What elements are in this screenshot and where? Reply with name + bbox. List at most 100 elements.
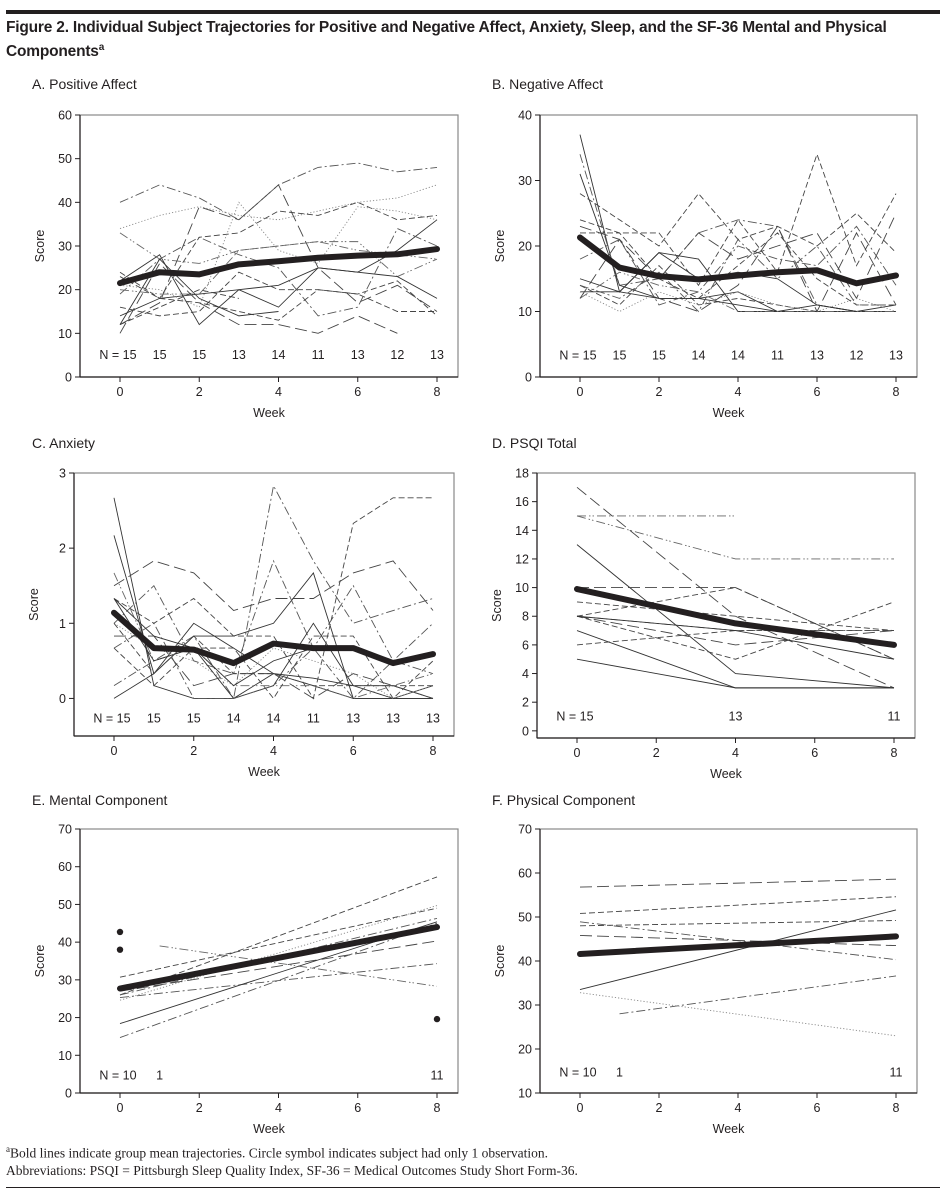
y-tick-label: 40 bbox=[58, 936, 72, 950]
x-tick-label: 6 bbox=[354, 1101, 361, 1115]
y-tick-label: 3 bbox=[59, 467, 66, 481]
n-count-label: 15 bbox=[613, 348, 627, 362]
n-count-label: N = 15 bbox=[556, 710, 593, 724]
x-tick-label: 8 bbox=[891, 746, 898, 760]
x-tick-label: 0 bbox=[117, 1101, 124, 1115]
subject-line bbox=[579, 213, 897, 300]
subject-line bbox=[119, 940, 438, 992]
y-tick-label: 30 bbox=[58, 973, 72, 987]
plot-frame bbox=[536, 472, 916, 739]
subject-line bbox=[113, 623, 433, 687]
subject-line bbox=[579, 909, 897, 991]
mean-trajectory-line bbox=[577, 234, 899, 287]
x-tick-label: 0 bbox=[574, 746, 581, 760]
y-tick-label: 50 bbox=[58, 152, 72, 166]
x-tick-label: 6 bbox=[350, 744, 357, 758]
y-tick-label: 2 bbox=[522, 696, 529, 710]
subject-line bbox=[579, 896, 897, 914]
x-tick-label: 4 bbox=[732, 746, 739, 760]
panel-d-plot: 0 2 4 6 8 10 12 14 16 18 0 2 4 6 8 Week Score N = 15 13 11 bbox=[490, 467, 916, 781]
y-tick-label: 40 bbox=[518, 109, 532, 123]
y-tick-label: 0 bbox=[59, 692, 66, 706]
n-count-label: 15 bbox=[192, 348, 206, 362]
panel-c-title: C. Anxiety bbox=[32, 435, 96, 451]
n-count-label: 11 bbox=[888, 710, 901, 724]
n-count-label: 14 bbox=[227, 712, 241, 726]
y-tick-label: 16 bbox=[515, 495, 529, 509]
subject-line bbox=[579, 920, 897, 927]
panel-c-plot: 0 1 2 3 0 2 4 6 8 Week Score N = 15 15 15 14 14 11 13 13 13 bbox=[27, 467, 455, 779]
subject-line bbox=[119, 162, 438, 221]
x-tick-label: 4 bbox=[275, 1101, 282, 1115]
single-observation-point bbox=[116, 946, 124, 953]
n-count-label: 11 bbox=[307, 712, 320, 726]
subject-line bbox=[119, 922, 438, 1038]
subject-line bbox=[576, 601, 895, 632]
n-count-label: N = 10 bbox=[559, 1065, 596, 1079]
y-tick-label: 60 bbox=[518, 867, 532, 881]
y-tick-label: 10 bbox=[515, 581, 529, 595]
x-tick-label: 8 bbox=[893, 1101, 900, 1115]
panel-a-plot: 0 10 20 30 40 50 60 0 2 4 6 8 Week Score N = 15 15 15 13 1… bbox=[33, 109, 459, 420]
subject-line bbox=[579, 878, 897, 888]
n-count-label: 1 bbox=[156, 1068, 163, 1082]
y-tick-label: 60 bbox=[58, 860, 72, 874]
footnote: aBold lines indicate group mean trajecto… bbox=[6, 1141, 578, 1179]
subject-line bbox=[119, 276, 438, 321]
subject-line bbox=[579, 992, 897, 1037]
title-footnote-marker: a bbox=[98, 42, 105, 53]
n-count-label: 13 bbox=[810, 348, 824, 362]
n-count-label: 15 bbox=[153, 348, 167, 362]
subject-line bbox=[576, 601, 895, 660]
y-tick-label: 60 bbox=[58, 109, 72, 123]
plot-frame bbox=[539, 828, 918, 1094]
subject-line bbox=[113, 572, 434, 699]
subject-line bbox=[579, 225, 897, 313]
subject-line bbox=[113, 559, 434, 675]
y-axis-label: Score bbox=[493, 230, 507, 263]
x-tick-label: 6 bbox=[814, 385, 821, 399]
y-tick-label: 0 bbox=[65, 1087, 72, 1101]
y-tick-label: 20 bbox=[518, 240, 532, 254]
x-axis-label: Week bbox=[248, 765, 280, 779]
y-axis-label: Score bbox=[493, 945, 507, 978]
x-tick-label: 6 bbox=[354, 385, 361, 399]
subject-line bbox=[576, 486, 895, 689]
x-axis-label: Week bbox=[713, 406, 745, 420]
footnote-line-2: Abbreviations: PSQI = Pittsburgh Sleep Q… bbox=[6, 1162, 578, 1178]
subject-line bbox=[580, 291, 896, 312]
x-tick-label: 2 bbox=[190, 744, 197, 758]
y-axis-label: Score bbox=[27, 588, 41, 621]
n-count-label: 11 bbox=[431, 1068, 444, 1082]
x-tick-label: 6 bbox=[811, 746, 818, 760]
x-axis-label: Week bbox=[713, 1122, 745, 1136]
subject-line bbox=[576, 615, 895, 646]
subject-line bbox=[113, 635, 434, 700]
subject-line bbox=[576, 630, 894, 646]
n-count-label: 13 bbox=[729, 710, 743, 724]
x-tick-label: 4 bbox=[275, 385, 282, 399]
x-tick-label: 8 bbox=[434, 385, 441, 399]
n-count-label: 12 bbox=[390, 348, 404, 362]
mean-trajectory-line bbox=[117, 924, 440, 992]
bottom-rule bbox=[6, 1187, 940, 1188]
subject-line bbox=[119, 289, 239, 326]
x-axis-label: Week bbox=[253, 1122, 285, 1136]
n-count-label: 11 bbox=[890, 1065, 903, 1079]
y-tick-label: 50 bbox=[58, 898, 72, 912]
x-tick-label: 6 bbox=[814, 1101, 821, 1115]
y-tick-label: 30 bbox=[518, 174, 532, 188]
single-observation-point bbox=[433, 1015, 441, 1023]
y-tick-label: 14 bbox=[515, 524, 529, 538]
subject-line bbox=[579, 152, 897, 287]
n-count-label: 1 bbox=[616, 1065, 623, 1079]
n-count-label: 15 bbox=[652, 348, 666, 362]
y-tick-label: 10 bbox=[518, 1087, 532, 1101]
y-tick-label: 40 bbox=[518, 955, 532, 969]
subject-line bbox=[119, 905, 438, 1001]
subject-line bbox=[113, 598, 434, 699]
figure-title-text: Figure 2. Individual Subject Trajectorie… bbox=[6, 19, 887, 61]
